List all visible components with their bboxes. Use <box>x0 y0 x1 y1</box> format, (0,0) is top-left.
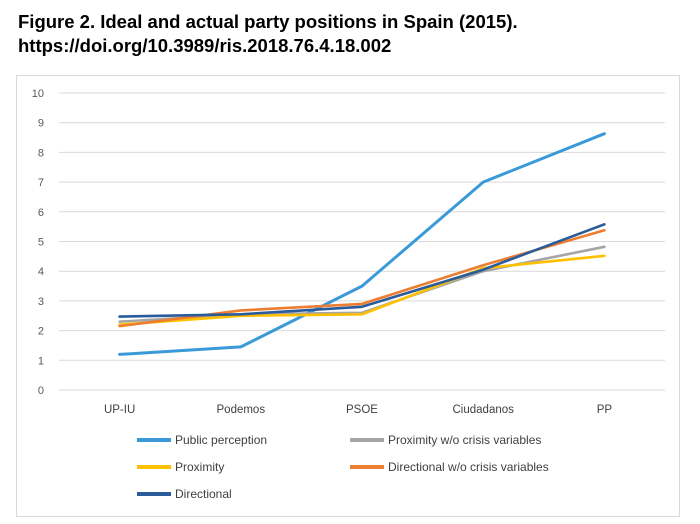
legend-item: Proximity w/o crisis variables <box>350 433 541 447</box>
legend-label: Directional w/o crisis variables <box>388 460 549 474</box>
series-line-2 <box>118 254 606 326</box>
y-tick-label: 8 <box>38 147 44 159</box>
y-tick-label: 9 <box>38 118 44 130</box>
legend-label: Proximity w/o crisis variables <box>388 433 541 447</box>
y-tick-label: 0 <box>38 385 44 397</box>
y-tick-label: 5 <box>38 237 44 249</box>
x-tick-label: Ciudadanos <box>453 404 515 416</box>
legend-item: Directional w/o crisis variables <box>350 460 549 474</box>
figure-doi-line: https://doi.org/10.3989/ris.2018.76.4.18… <box>18 35 392 56</box>
chart-frame: 0 1 2 3 4 5 6 7 8 9 10 UP-IU Podemos PSOE Ciudadanos PP… <box>16 75 680 517</box>
legend-item: Proximity <box>137 460 224 474</box>
y-tick-label: 10 <box>32 88 44 100</box>
line-chart: 0 1 2 3 4 5 6 7 8 9 10 UP-IU Podemos PSOE Ciudadanos PP… <box>32 88 665 501</box>
legend-label: Proximity <box>175 460 224 474</box>
figure-title: Figure 2. Ideal and actual party positio… <box>18 10 518 58</box>
y-tick-labels: 0 1 2 3 4 5 6 7 8 9 10 <box>32 88 44 397</box>
legend-item: Directional <box>137 487 232 501</box>
y-tick-label: 4 <box>38 266 44 278</box>
x-tick-labels: UP-IU Podemos PSOE Ciudadanos PP <box>104 404 612 416</box>
x-tick-label: PP <box>597 404 613 416</box>
y-tick-label: 6 <box>38 207 44 219</box>
x-tick-label: PSOE <box>346 404 378 416</box>
legend: Public perception Proximity w/o crisis va… <box>137 433 549 501</box>
y-tick-label: 3 <box>38 296 44 308</box>
series-line-4 <box>118 223 606 318</box>
x-tick-label: Podemos <box>217 404 266 416</box>
figure-title-line1: Figure 2. Ideal and actual party positio… <box>18 11 518 32</box>
series-line-0 <box>118 132 606 356</box>
legend-label: Directional <box>175 487 232 501</box>
y-tick-label: 1 <box>38 355 44 367</box>
legend-label: Public perception <box>175 433 267 447</box>
gridlines <box>59 92 665 391</box>
x-tick-label: UP-IU <box>104 404 135 416</box>
y-tick-label: 7 <box>38 177 44 189</box>
series-lines <box>118 132 606 356</box>
legend-item: Public perception <box>137 433 267 447</box>
y-tick-label: 2 <box>38 326 44 338</box>
